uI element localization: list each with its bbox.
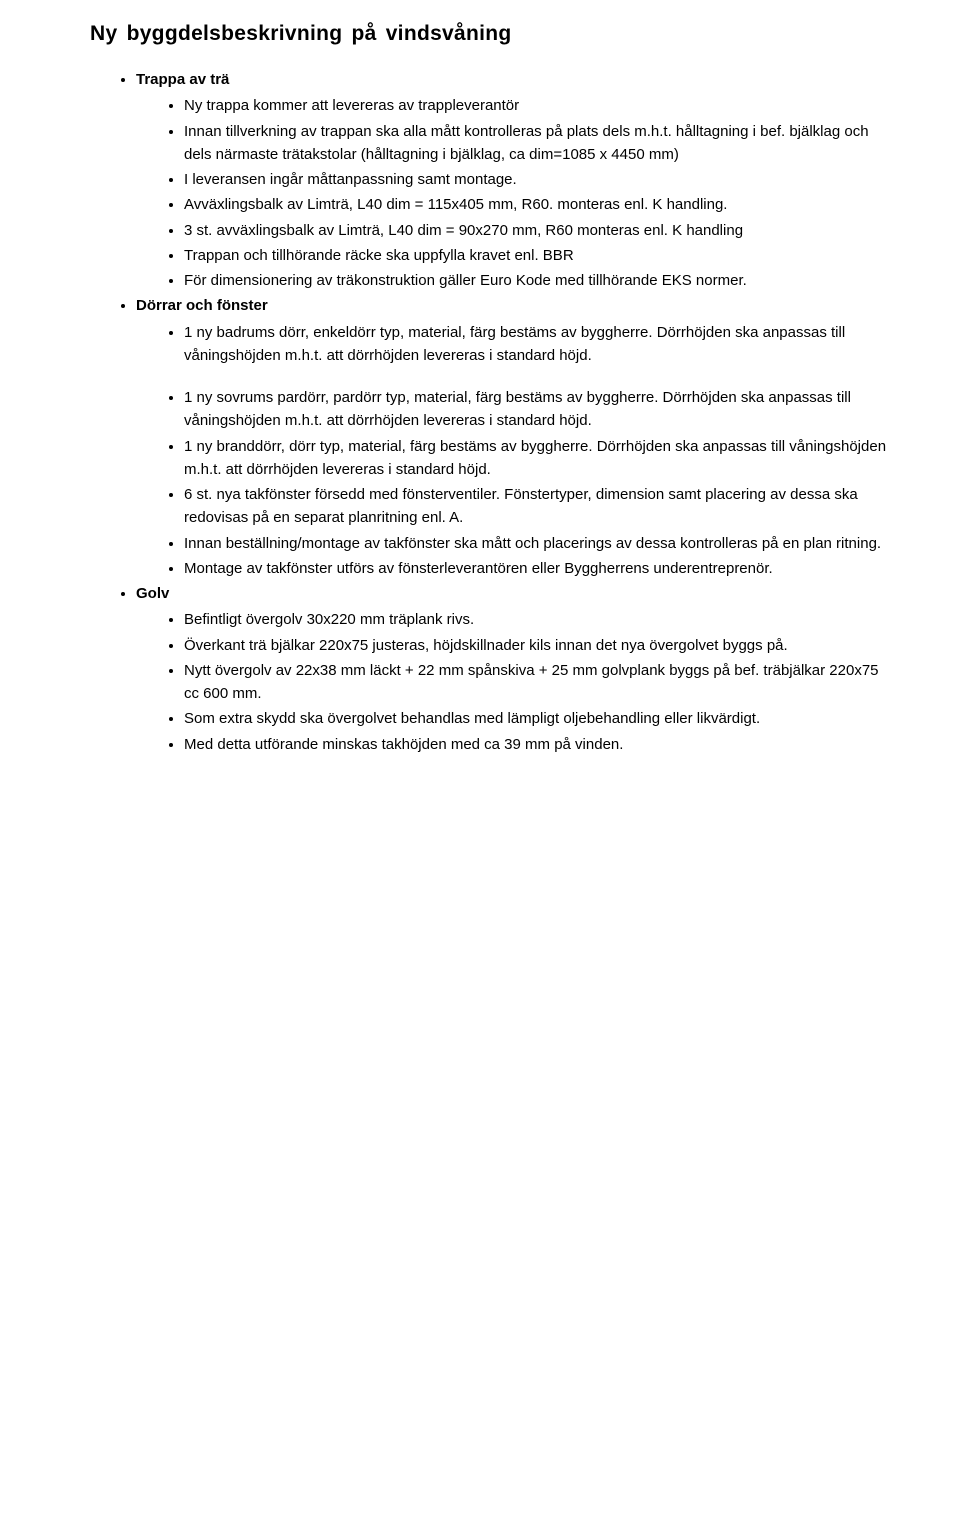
list-item: 1 ny sovrums pardörr, pardörr typ, mater… [184, 386, 890, 433]
list-item: Montage av takfönster utförs av fönsterl… [184, 557, 890, 580]
section-dorrar: Dörrar och fönster 1 ny badrums dörr, en… [136, 294, 890, 580]
top-list: Trappa av trä Ny trappa kommer att lever… [90, 68, 890, 756]
list-item: 3 st. avväxlingsbalk av Limträ, L40 dim … [184, 219, 890, 242]
list-item: 6 st. nya takfönster försedd med fönster… [184, 483, 890, 530]
list-item: 1 ny branddörr, dörr typ, material, färg… [184, 435, 890, 482]
dorrar-spaced-list: 1 ny sovrums pardörr, pardörr typ, mater… [136, 386, 890, 580]
dorrar-heading: Dörrar och fönster [136, 297, 268, 314]
list-item: Innan beställning/montage av takfönster … [184, 532, 890, 555]
dorrar-first-list: 1 ny badrums dörr, enkeldörr typ, materi… [136, 321, 890, 368]
list-item: I leveransen ingår måttanpassning samt m… [184, 168, 890, 191]
list-item: Överkant trä bjälkar 220x75 justeras, hö… [184, 634, 890, 657]
golv-items: Befintligt övergolv 30x220 mm träplank r… [136, 608, 890, 756]
section-trappa: Trappa av trä Ny trappa kommer att lever… [136, 68, 890, 292]
section-golv: Golv Befintligt övergolv 30x220 mm träpl… [136, 582, 890, 756]
golv-heading: Golv [136, 585, 169, 602]
list-item: Som extra skydd ska övergolvet behandlas… [184, 707, 890, 730]
list-item: Trappan och tillhörande räcke ska uppfyl… [184, 244, 890, 267]
list-item: Ny trappa kommer att levereras av trappl… [184, 94, 890, 117]
trappa-items: Ny trappa kommer att levereras av trappl… [136, 94, 890, 292]
list-item: För dimensionering av träkonstruktion gä… [184, 269, 890, 292]
page-title: Ny byggdelsbeskrivning på vindsvåning [90, 22, 890, 46]
list-item: Innan tillverkning av trappan ska alla m… [184, 120, 890, 167]
trappa-heading: Trappa av trä [136, 71, 229, 88]
list-item: Avväxlingsbalk av Limträ, L40 dim = 115x… [184, 193, 890, 216]
list-item: Med detta utförande minskas takhöjden me… [184, 733, 890, 756]
list-item: Nytt övergolv av 22x38 mm läckt + 22 mm … [184, 659, 890, 706]
list-item: 1 ny badrums dörr, enkeldörr typ, materi… [184, 321, 890, 368]
list-item: Befintligt övergolv 30x220 mm träplank r… [184, 608, 890, 631]
